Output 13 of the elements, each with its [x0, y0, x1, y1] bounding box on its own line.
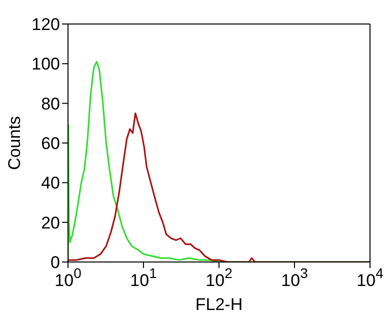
y-tick-label: 120	[32, 15, 60, 34]
x-tick-label: 10$^{4}$	[356, 265, 384, 290]
x-tick-label: 10$^{1}$	[130, 265, 158, 290]
x-tick-label: 10$^{3}$	[281, 265, 308, 290]
y-tick-label: 40	[41, 174, 60, 193]
y-tick-label: 0	[50, 253, 60, 272]
y-axis-title: Counts	[5, 116, 24, 170]
y-tick-label: 80	[41, 94, 60, 114]
x-axis-title: FL2-H	[195, 295, 243, 314]
y-tick-label: 60	[41, 134, 60, 154]
y-tick-label: 20	[41, 213, 60, 232]
y-tick-label: 100	[32, 54, 60, 74]
x-tick-label: 10$^{2}$	[206, 265, 233, 290]
